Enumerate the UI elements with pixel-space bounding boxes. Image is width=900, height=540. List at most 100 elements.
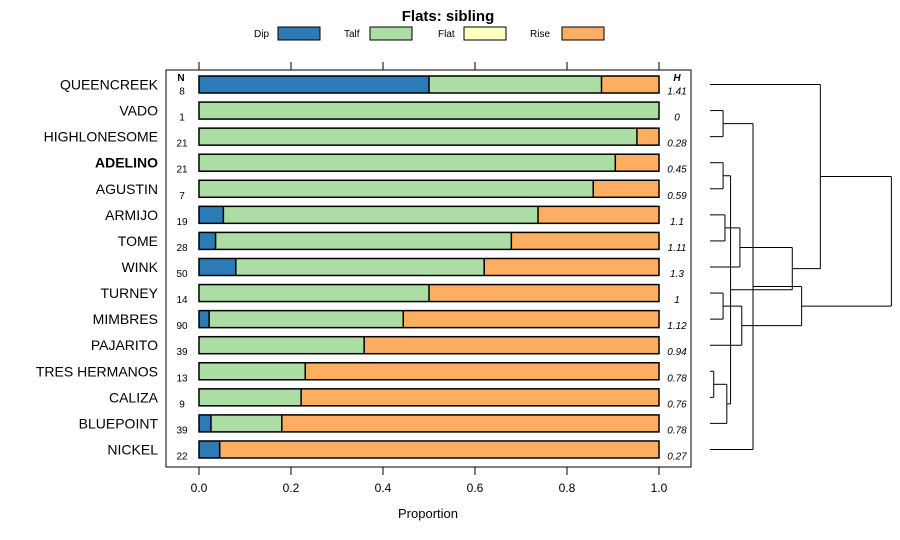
bar-outline	[198, 440, 660, 459]
bar-segment-talf	[199, 180, 594, 198]
n-value: 19	[176, 217, 188, 228]
bar-segment-rise	[538, 206, 659, 224]
bar-segment-rise	[281, 414, 659, 432]
category-label: AGUSTIN	[96, 181, 158, 197]
h-value: 0.45	[667, 165, 687, 176]
bar-outline	[198, 127, 660, 146]
bar-outline	[198, 179, 660, 199]
plot-panel	[165, 69, 692, 468]
bar-segment-talf	[199, 284, 429, 302]
bar-segment-rise	[593, 180, 659, 198]
n-value: 8	[179, 87, 185, 98]
h-column: 1.41 0 0.28 0.45 0.59 1.1 1.11 1.3 1 1.12 0.94 0.78…	[667, 87, 687, 463]
bar-segment-dip	[199, 76, 429, 93]
bar-segment-rise	[403, 310, 659, 328]
h-value: 0	[674, 113, 680, 124]
category-label: WINK	[121, 259, 158, 275]
bar-outline	[198, 75, 660, 94]
bar-outline	[198, 335, 660, 355]
legend-label-rise: Rise	[530, 29, 550, 40]
bar-segment-talf	[215, 232, 512, 250]
bar-outline	[198, 309, 660, 329]
n-value: 21	[176, 165, 188, 176]
bar-outline	[198, 283, 660, 303]
n-column: 8 1 21 21 7 19 28 50 14 90 39 13 9 39 22	[176, 87, 188, 463]
n-value: 50	[176, 269, 188, 280]
legend-label-dip: Dip	[254, 29, 269, 40]
bar-segment-talf	[235, 258, 485, 276]
x-tick-label: 1.0	[651, 481, 668, 495]
n-header: N	[177, 73, 184, 84]
category-label: VADO	[119, 103, 158, 119]
legend-label-flat: Flat	[438, 29, 455, 40]
legend-swatch-dip	[277, 26, 321, 41]
legend-label-talf: Talf	[344, 29, 360, 40]
n-value: 1	[179, 113, 185, 124]
h-value: 0.59	[667, 191, 687, 202]
h-value: 1.41	[667, 87, 686, 98]
category-label: ARMIJO	[105, 207, 158, 223]
bar-segment-talf	[199, 154, 616, 172]
category-label: CALIZA	[109, 389, 159, 405]
bar-segment-dip	[199, 258, 236, 276]
bar-segment-rise	[429, 284, 659, 302]
h-value: 0.94	[667, 347, 687, 358]
h-value: 0.78	[667, 373, 687, 384]
bar-segment-rise	[601, 76, 659, 93]
bar-outline	[198, 231, 660, 251]
legend-swatch-flat	[463, 26, 507, 41]
h-value: 0.27	[667, 451, 687, 462]
n-value: 90	[176, 321, 188, 332]
bar-segment-rise	[301, 388, 659, 406]
n-value: 7	[179, 191, 185, 202]
category-label: NICKEL	[107, 441, 158, 457]
bar-segment-rise	[615, 154, 659, 172]
dendrogram	[710, 84, 892, 450]
bar-outline	[198, 388, 660, 407]
bar-segment-talf	[210, 414, 282, 432]
legend-swatch-talf	[369, 26, 413, 41]
bars	[198, 75, 660, 459]
bar-outline	[198, 414, 660, 433]
x-axis: 0.0 0.2 0.4 0.6 0.8 1.0	[191, 62, 668, 495]
bar-outline	[198, 257, 660, 277]
bar-segment-talf	[223, 206, 539, 224]
bar-segment-rise	[636, 128, 659, 146]
bar-segment-talf	[199, 128, 637, 146]
bar-segment-rise	[511, 232, 659, 250]
category-labels: QUEENCREEK VADO HIGHLONESOME ADELINO AGUSTIN…	[36, 77, 159, 458]
bar-segment-dip	[199, 232, 216, 250]
n-value: 14	[176, 295, 188, 306]
n-value: 13	[176, 373, 188, 384]
chart-title: Flats: sibling	[402, 8, 495, 25]
h-value: 1	[674, 295, 680, 306]
h-value: 1.3	[670, 269, 684, 280]
x-axis-label: Proportion	[398, 506, 458, 521]
bar-segment-talf	[209, 310, 404, 328]
h-value: 1.1	[670, 217, 684, 228]
category-label: BLUEPOINT	[79, 415, 159, 431]
n-value: 22	[176, 451, 188, 462]
x-tick-label: 0.6	[467, 481, 484, 495]
legend-swatch-rise	[561, 26, 605, 41]
x-tick-label: 0.8	[559, 481, 576, 495]
x-tick-label: 0.2	[283, 481, 300, 495]
h-value: 1.12	[667, 321, 687, 332]
x-tick-label: 0.4	[375, 481, 392, 495]
n-value: 9	[179, 399, 185, 410]
category-label: MIMBRES	[93, 311, 158, 327]
bar-segment-rise	[219, 440, 659, 458]
h-value: 1.11	[668, 243, 687, 254]
bar-outline	[198, 153, 660, 172]
bar-outline	[198, 205, 660, 225]
bar-outline	[198, 362, 660, 381]
bar-segment-talf	[429, 76, 602, 93]
legend: Dip Talf Flat Rise	[254, 26, 605, 41]
bar-segment-rise	[305, 362, 659, 380]
category-label: ADELINO	[95, 155, 158, 171]
h-value: 0.78	[667, 425, 687, 436]
n-value: 39	[176, 425, 188, 436]
bar-outline	[198, 101, 660, 120]
category-label: QUEENCREEK	[60, 77, 159, 93]
